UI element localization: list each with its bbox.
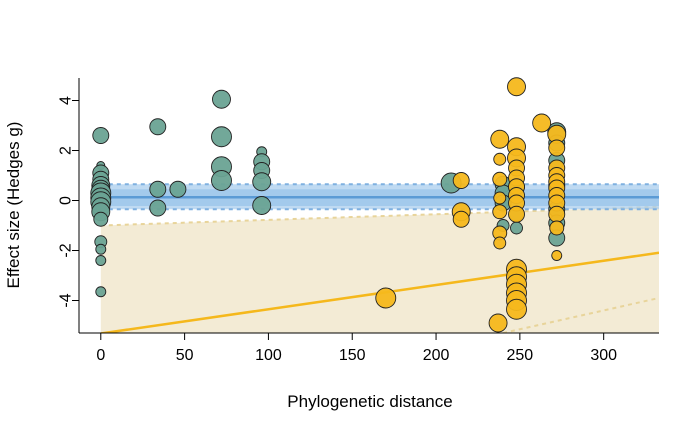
gold-point [506, 298, 527, 320]
gold-point [507, 77, 526, 97]
teal-point [149, 199, 167, 217]
gold-point [492, 204, 508, 220]
teal-point [93, 211, 109, 227]
y-tick-label: 4 [58, 96, 75, 105]
gold-point [493, 236, 507, 250]
gold-point [493, 191, 507, 205]
gold-ci-lower-line [502, 297, 659, 333]
x-tick-label: 250 [507, 347, 534, 364]
gold-point [452, 172, 470, 189]
gold-point [492, 171, 508, 187]
gold-point [375, 287, 397, 309]
teal-point [510, 221, 523, 235]
teal-point [211, 126, 232, 148]
x-tick-label: 0 [96, 347, 105, 364]
x-tick-label: 50 [176, 347, 194, 364]
gold-point [548, 139, 566, 157]
y-tick-label: -2 [58, 243, 75, 257]
gold-point [493, 152, 507, 166]
y-tick-label: 2 [58, 146, 75, 155]
gold-point [488, 313, 508, 333]
confidence-bands [100, 183, 659, 333]
gold-point [548, 205, 566, 223]
data-points [90, 77, 567, 333]
gold-point [532, 113, 552, 133]
teal-point [149, 180, 167, 198]
teal-point [211, 170, 232, 191]
x-tick-label: 200 [423, 347, 450, 364]
teal-point [95, 286, 107, 298]
teal-point [212, 89, 231, 109]
x-tick-label: 150 [339, 347, 366, 364]
y-tick-label: 0 [58, 196, 75, 205]
teal-point [149, 118, 167, 136]
gold-point [452, 210, 470, 228]
teal-point [252, 172, 272, 192]
gold-point [549, 220, 565, 236]
teal-point [95, 243, 107, 255]
teal-point [92, 127, 110, 144]
gold-confidence-band [100, 206, 659, 333]
x-tick-label: 100 [255, 347, 282, 364]
teal-point [169, 180, 187, 198]
x-tick-label: 300 [590, 347, 617, 364]
y-tick-label: -4 [58, 293, 75, 307]
axes: 0 50 100 150 200 250 300 -4 -2 0 2 4 [58, 78, 659, 364]
teal-point [95, 255, 107, 266]
teal-point [252, 196, 272, 215]
gold-point [508, 205, 525, 223]
y-axis-title: Effect size (Hedges g) [4, 122, 23, 289]
x-axis-title: Phylogenetic distance [287, 392, 452, 411]
gold-point [490, 129, 510, 149]
gold-point [551, 250, 563, 261]
